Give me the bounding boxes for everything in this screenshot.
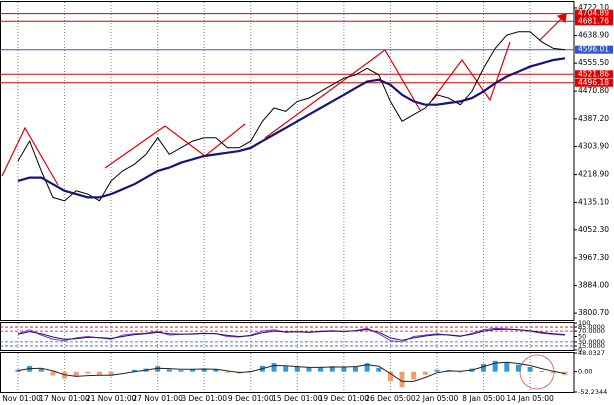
histogram-bar [364, 363, 370, 372]
y-tick-label: 100 [578, 319, 590, 327]
series-line [17, 361, 566, 382]
x-tick-label: 21 Nov 01:00 [86, 394, 137, 403]
histogram-bar [481, 363, 487, 372]
histogram-bar [131, 369, 137, 372]
histogram-bar [108, 371, 114, 376]
histogram-bar [15, 369, 21, 372]
histogram-bar [271, 363, 277, 372]
series-line [17, 328, 566, 341]
y-tick-label: 0 [578, 346, 582, 354]
arrow-head [556, 13, 567, 24]
level-label: 4496.18 [578, 78, 609, 87]
x-tick-label: 8 Jan 05:00 [462, 394, 505, 403]
histogram-bar [515, 364, 521, 372]
y-tick-label: 30.0000 [578, 338, 605, 346]
y-tick-label: -52.2344 [578, 388, 607, 396]
series-line [17, 31, 566, 202]
histogram-bar [527, 367, 533, 372]
histogram-bar [178, 370, 184, 372]
trendline [104, 123, 246, 169]
trendline [1, 126, 59, 186]
histogram-bar [504, 362, 510, 372]
x-tick-label: 2 Jan 05:00 [416, 394, 459, 403]
histogram-bar [434, 369, 440, 372]
y-tick-label: 70.0000 [578, 327, 605, 335]
histogram-bar [224, 371, 230, 373]
price-panel [0, 1, 575, 321]
histogram-bar [457, 371, 463, 373]
x-tick-label: 26 Dec 05:00 [365, 394, 416, 403]
y-tick-label: 4387.20 [578, 114, 609, 123]
level-label-box [575, 17, 613, 26]
y-tick-label: 4638.90 [578, 30, 609, 39]
y-tick-label: 48.0327 [578, 349, 605, 357]
histogram-bar [422, 371, 428, 375]
histogram-bar [38, 368, 44, 372]
histogram-bar [96, 371, 102, 375]
trendline [431, 41, 511, 102]
y-tick-label: 4555.50 [578, 58, 609, 67]
y-tick-label: 4135.10 [578, 197, 609, 206]
x-tick-label: 1 Nov 01:00 [0, 394, 41, 403]
x-tick-label: 17 Nov 01:00 [39, 394, 90, 403]
histogram-bar [201, 368, 207, 372]
histogram-bar [166, 369, 172, 372]
x-tick-label: 19 Dec 01:00 [319, 394, 370, 403]
x-tick-label: 9 Dec 01:00 [228, 394, 274, 403]
x-tick-label: 27 Nov 01:00 [132, 394, 183, 403]
histogram-bar [353, 366, 359, 372]
level-label-box [575, 70, 613, 79]
histogram-bar [399, 371, 405, 388]
level-label-box [575, 9, 613, 18]
histogram-bar [329, 366, 335, 372]
y-tick-label: 15.0000 [578, 342, 605, 350]
histogram-bar [85, 371, 91, 374]
histogram-bar [411, 371, 417, 380]
y-tick-label: 4470.80 [578, 86, 609, 95]
y-tick-label: 85.0000 [578, 323, 605, 331]
y-tick-label: 0.00 [578, 368, 592, 376]
y-tick-label: 3800.70 [578, 308, 609, 317]
macd-panel [0, 352, 575, 393]
level-label: 4681.76 [578, 16, 609, 25]
level-label: 4596.01 [578, 45, 609, 54]
level-label-box [575, 45, 613, 54]
histogram-bar [387, 371, 393, 382]
y-tick-label: 4722.10 [578, 3, 609, 12]
histogram-bar [155, 366, 161, 372]
x-tick-label: 15 Dec 01:00 [272, 394, 323, 403]
histogram-bar [550, 371, 556, 374]
histogram-bar [283, 366, 289, 372]
series-line [17, 57, 566, 199]
histogram-bar [306, 367, 312, 372]
level-label: 4521.86 [578, 69, 609, 78]
y-tick-label: 50 [578, 333, 586, 341]
x-tick-label: 14 Jan 05:00 [506, 394, 554, 403]
histogram-bar [190, 369, 196, 372]
histogram-bar [376, 367, 382, 372]
histogram-bar [492, 360, 498, 372]
y-tick-label: 4052.30 [578, 225, 609, 234]
y-tick-label: 3884.00 [578, 281, 609, 290]
level-label: 4704.89 [578, 9, 609, 18]
histogram-bar [539, 370, 545, 372]
x-tick-label: 3 Dec 01:00 [181, 394, 227, 403]
level-label-box [575, 78, 613, 87]
y-tick-label: 3967.30 [578, 253, 609, 262]
y-tick-label: 4218.90 [578, 170, 609, 179]
histogram-bar [318, 367, 324, 372]
y-tick-label: 4303.90 [578, 141, 609, 150]
histogram-bar [213, 369, 219, 372]
histogram-bar [73, 371, 79, 377]
histogram-bar [341, 367, 347, 372]
histogram-bar [294, 367, 300, 372]
histogram-bar [50, 371, 56, 376]
